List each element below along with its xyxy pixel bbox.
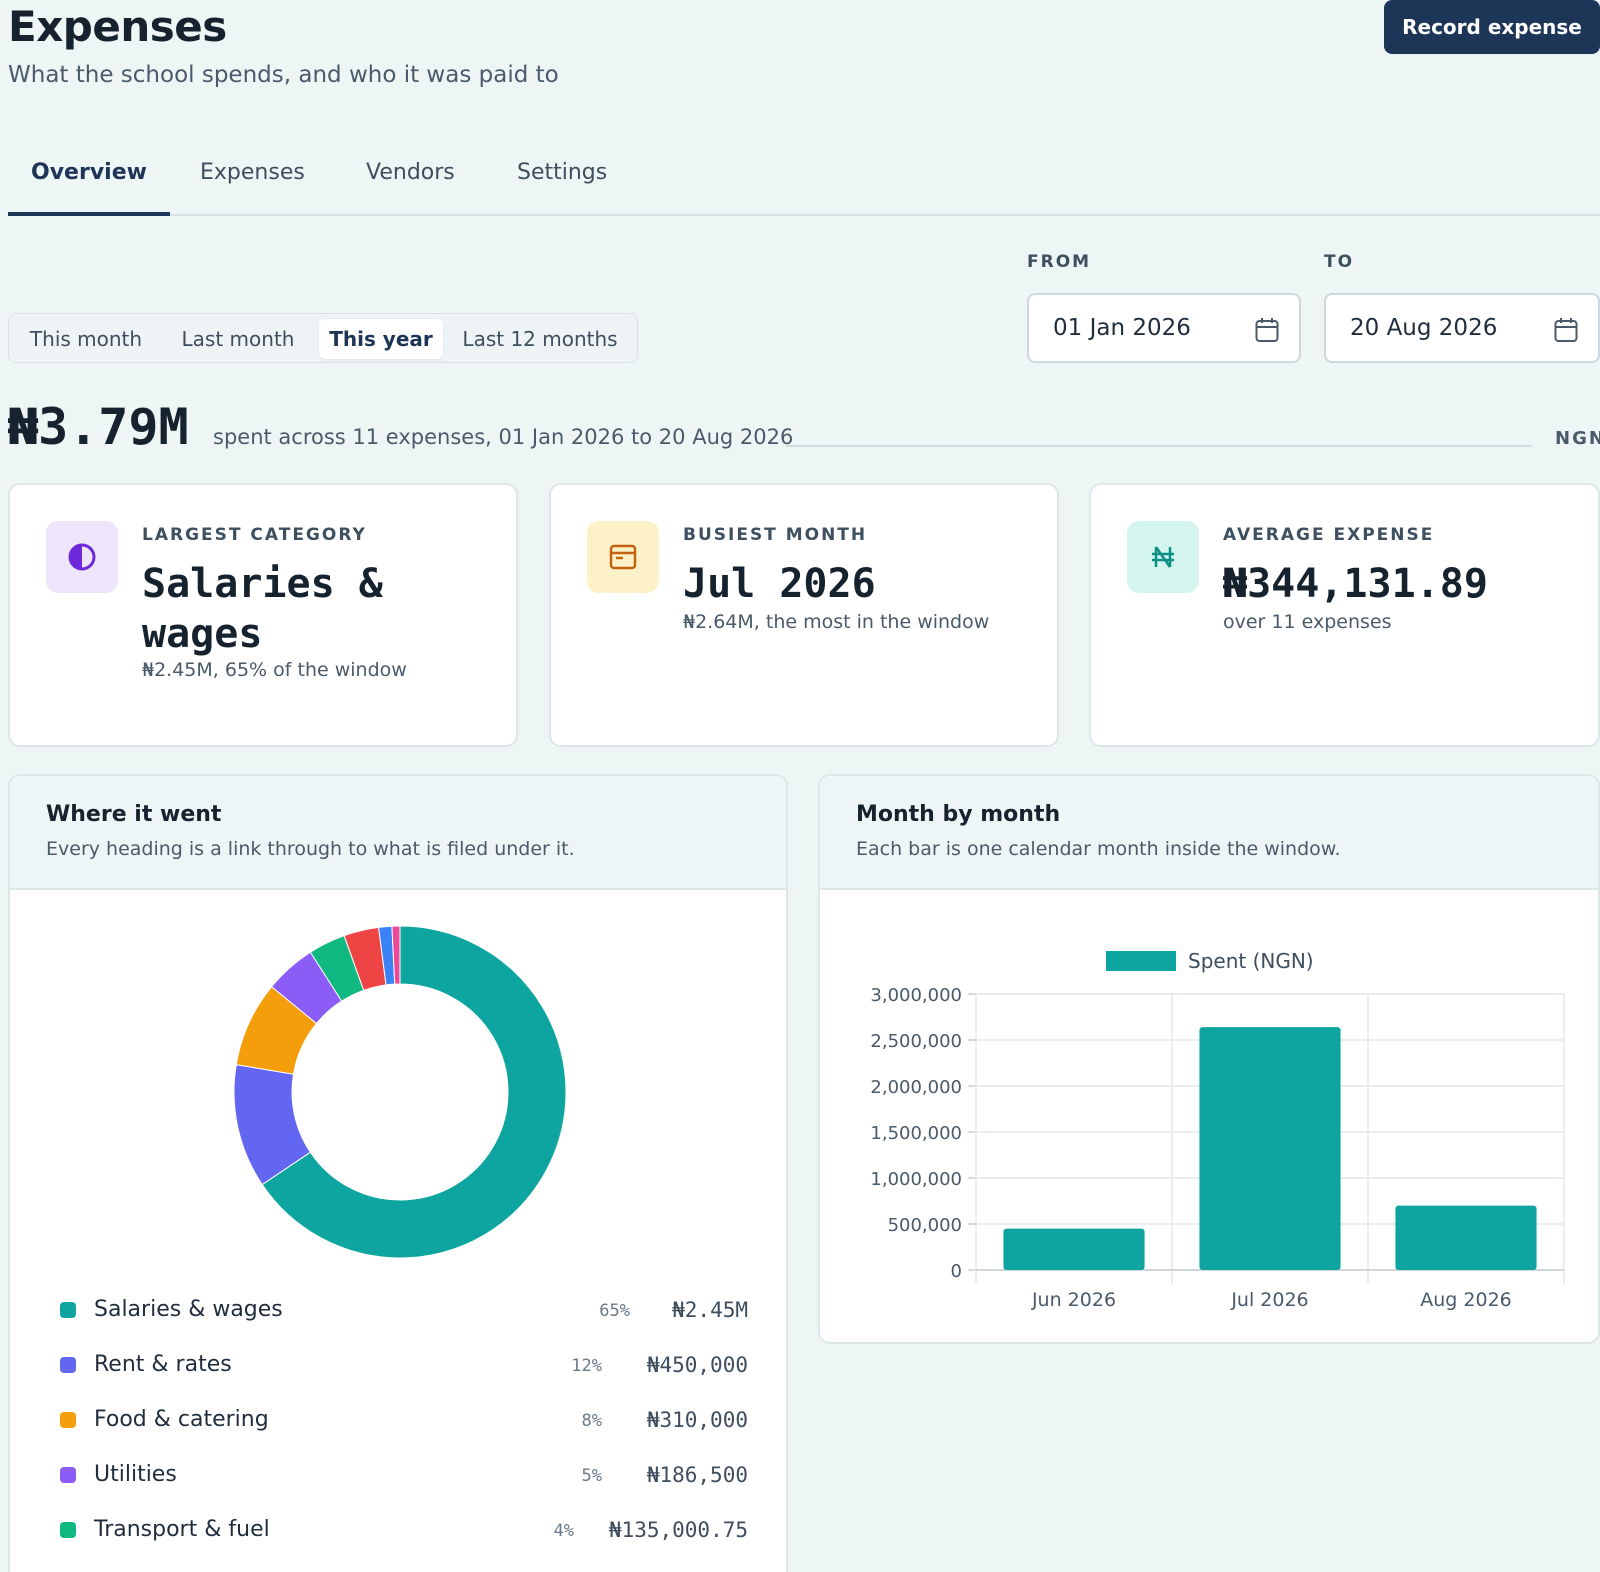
legend-percent: 5%: [581, 1466, 602, 1486]
page-subtitle: What the school spends, and who it was p…: [8, 62, 559, 88]
kpi-largest-category: LARGEST CATEGORY Salaries & wages ₦2.45M…: [8, 483, 518, 747]
legend-item[interactable]: Utilities 5% ₦186,500: [60, 1461, 748, 1491]
donut-slice[interactable]: [261, 925, 567, 1259]
x-tick-label: Jun 2026: [1031, 1289, 1116, 1311]
donut-slice[interactable]: [391, 925, 401, 985]
where-it-went-panel: Where it went Every heading is a link th…: [8, 774, 788, 1572]
bar[interactable]: [1395, 1205, 1537, 1270]
legend-item[interactable]: Salaries & wages 65% ₦2.45M: [60, 1296, 748, 1326]
tab-settings[interactable]: Settings: [517, 160, 608, 185]
legend-swatch[interactable]: [1106, 951, 1176, 971]
kpi-label: BUSIEST MONTH: [683, 525, 868, 545]
legend-item[interactable]: Food & catering 8% ₦310,000: [60, 1406, 748, 1436]
page-title: Expenses: [8, 2, 227, 51]
legend-percent: 65%: [599, 1301, 630, 1321]
range-last-month[interactable]: Last month: [181, 327, 295, 351]
legend-amount: ₦450,000: [646, 1353, 748, 1377]
kpi-value: ₦344,131.89: [1223, 561, 1488, 607]
y-tick-label: 1,000,000: [870, 1169, 962, 1190]
legend-label[interactable]: Utilities: [94, 1462, 177, 1487]
range-last-12-months[interactable]: Last 12 months: [462, 327, 618, 351]
total-spent: ₦3.79M: [8, 398, 189, 456]
tab-vendors[interactable]: Vendors: [366, 160, 455, 185]
y-tick-label: 1,500,000: [870, 1123, 962, 1144]
panel-header: Where it went Every heading is a link th…: [10, 776, 786, 890]
legend-amount: ₦2.45M: [672, 1298, 748, 1322]
from-date-value: 01 Jan 2026: [1053, 315, 1191, 341]
range-this-month[interactable]: This month: [29, 327, 143, 351]
total-description: spent across 11 expenses, 01 Jan 2026 to…: [213, 425, 794, 449]
tab-overview[interactable]: Overview: [8, 160, 170, 216]
legend-percent: 8%: [581, 1411, 602, 1431]
kpi-average-expense: AVERAGE EXPENSE ₦344,131.89 over 11 expe…: [1089, 483, 1600, 747]
calendar-icon[interactable]: [1255, 317, 1279, 343]
kpi-label: AVERAGE EXPENSE: [1223, 525, 1435, 545]
legend-percent: 4%: [553, 1521, 574, 1541]
record-expense-button[interactable]: Record expense: [1384, 0, 1600, 54]
divider: [786, 445, 1532, 447]
y-tick-label: 500,000: [888, 1215, 962, 1236]
x-tick-label: Jul 2026: [1230, 1289, 1308, 1311]
kpi-note: ₦2.45M, 65% of the window: [142, 659, 407, 681]
legend-swatch: [60, 1412, 76, 1428]
naira-icon: [1127, 521, 1199, 593]
legend-swatch: [60, 1522, 76, 1538]
y-tick-label: 3,000,000: [870, 985, 962, 1006]
kpi-label: LARGEST CATEGORY: [142, 525, 367, 545]
legend-amount: ₦310,000: [646, 1408, 748, 1432]
category-donut-chart: [233, 925, 567, 1259]
calendar-icon[interactable]: [1554, 317, 1578, 343]
monthly-bar-chart: Spent (NGN) 0 500,000 1,000,000 1,500,000 2,0…: [870, 949, 1565, 1311]
y-tick-label: 2,000,000: [870, 1077, 962, 1098]
legend-label[interactable]: Salaries & wages: [94, 1297, 283, 1322]
panel-title: Where it went: [46, 802, 222, 827]
range-this-year[interactable]: This year: [319, 319, 443, 359]
legend-amount: ₦135,000.75: [608, 1518, 748, 1542]
kpi-busiest-month: BUSIEST MONTH Jul 2026 ₦2.64M, the most …: [549, 483, 1059, 747]
bar[interactable]: [1199, 1027, 1341, 1270]
tab-bar: Overview Expenses Vendors Settings: [8, 150, 1600, 216]
legend-label[interactable]: Food & catering: [94, 1407, 269, 1432]
calendar-icon: [587, 521, 659, 593]
y-tick-label: 2,500,000: [870, 1031, 962, 1052]
date-range-presets: This month Last month This year Last 12 …: [8, 313, 638, 363]
legend-amount: ₦186,500: [646, 1463, 748, 1487]
legend-percent: 12%: [571, 1356, 602, 1376]
legend-label[interactable]: Rent & rates: [94, 1352, 232, 1377]
bar[interactable]: [1003, 1228, 1145, 1270]
currency-code: NGN: [1555, 428, 1600, 449]
legend-swatch: [60, 1357, 76, 1373]
legend-item[interactable]: Rent & rates 12% ₦450,000: [60, 1351, 748, 1381]
panel-subtitle: Every heading is a link through to what …: [46, 838, 575, 860]
y-tick-label: 0: [951, 1261, 962, 1282]
from-label: FROM: [1027, 252, 1092, 272]
panel-subtitle: Each bar is one calendar month inside th…: [856, 838, 1341, 860]
panel-title: Month by month: [856, 802, 1061, 827]
legend-swatch: [60, 1302, 76, 1318]
legend-label[interactable]: Spent (NGN): [1188, 949, 1314, 973]
from-date-input[interactable]: 01 Jan 2026: [1027, 293, 1301, 363]
contrast-icon: [46, 521, 118, 593]
kpi-note: ₦2.64M, the most in the window: [683, 611, 990, 633]
to-date-value: 20 Aug 2026: [1350, 315, 1498, 341]
legend-label[interactable]: Transport & fuel: [94, 1517, 270, 1542]
kpi-value: Jul 2026: [683, 561, 876, 607]
kpi-note: over 11 expenses: [1223, 611, 1392, 633]
panel-header: Month by month Each bar is one calendar …: [820, 776, 1598, 890]
tab-expenses[interactable]: Expenses: [200, 160, 305, 185]
to-date-input[interactable]: 20 Aug 2026: [1324, 293, 1600, 363]
legend-item[interactable]: Transport & fuel 4% ₦135,000.75: [60, 1516, 748, 1546]
x-tick-label: Aug 2026: [1420, 1289, 1512, 1311]
kpi-value: Salaries & wages: [142, 561, 383, 657]
month-by-month-panel: Month by month Each bar is one calendar …: [818, 774, 1600, 1344]
legend-swatch: [60, 1467, 76, 1483]
to-label: TO: [1324, 252, 1355, 272]
